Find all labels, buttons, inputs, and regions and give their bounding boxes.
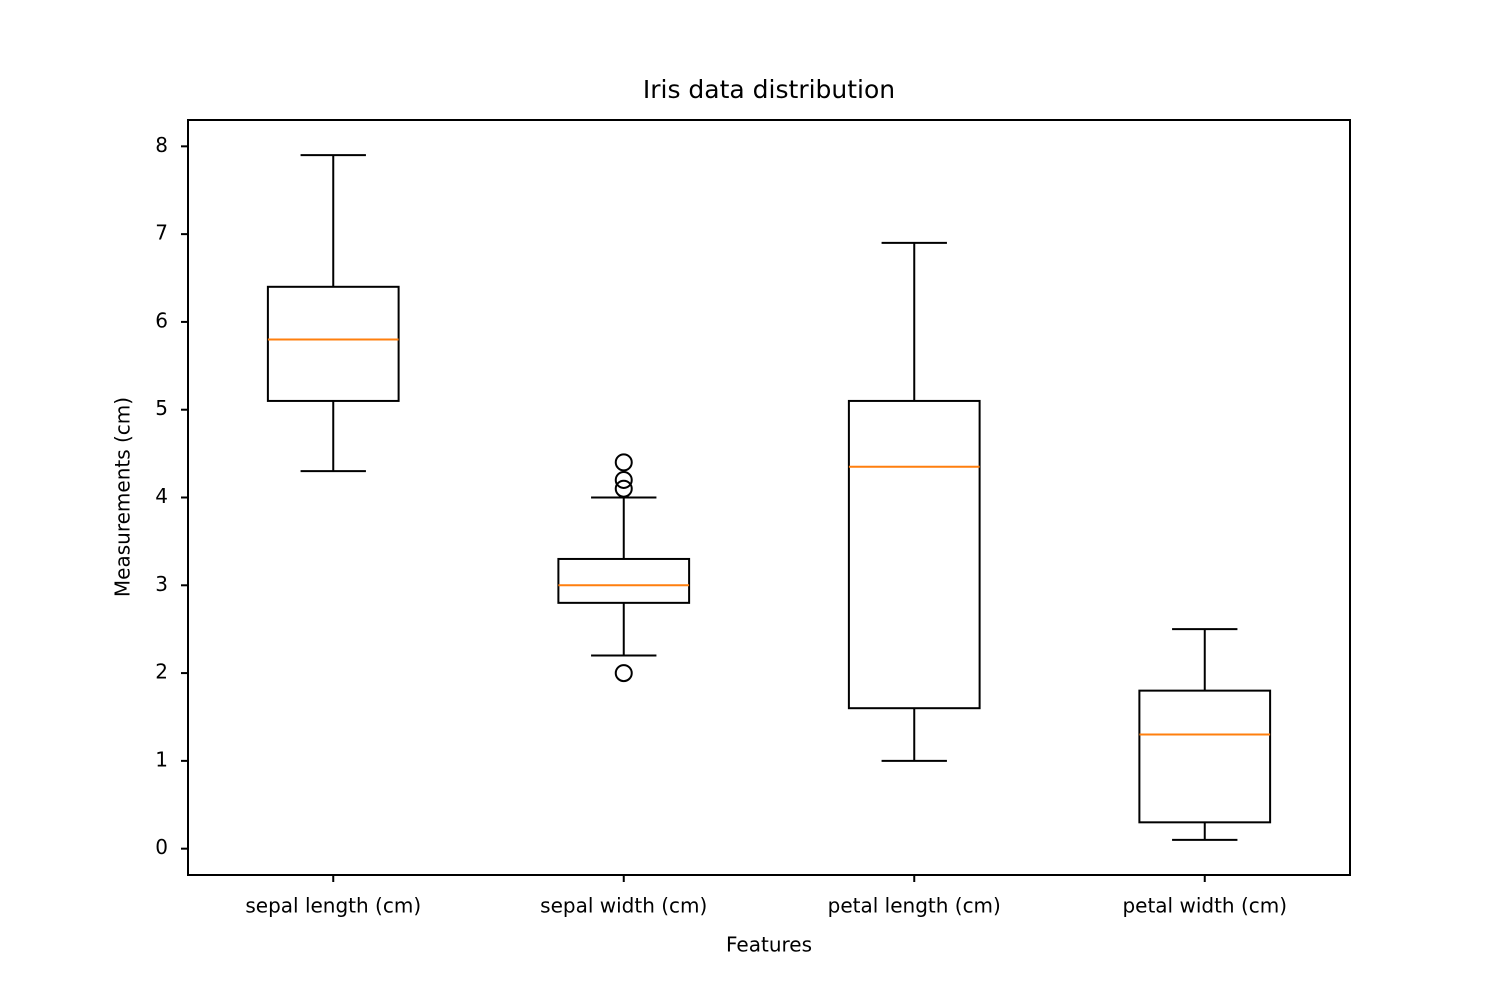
- flier: [614, 470, 633, 489]
- flier: [614, 664, 633, 683]
- y-tick-label: 3: [155, 572, 168, 596]
- flier: [614, 453, 633, 472]
- y-tick-label: 2: [155, 660, 168, 684]
- box: [847, 399, 981, 710]
- box: [266, 285, 400, 402]
- x-tick-label: petal width (cm): [1122, 894, 1287, 918]
- y-tick-label: 8: [155, 133, 168, 157]
- x-tick-label: sepal length (cm): [245, 894, 421, 918]
- y-tick-label: 1: [155, 747, 168, 771]
- y-tick-label: 6: [155, 308, 168, 332]
- y-tick-label: 4: [155, 484, 168, 508]
- x-tick-label: sepal width (cm): [540, 894, 707, 918]
- box: [1138, 689, 1272, 824]
- x-axis-label: Features: [726, 933, 812, 957]
- box: [557, 557, 691, 604]
- y-tick-label: 7: [155, 221, 168, 245]
- chart-title: Iris data distribution: [643, 75, 895, 104]
- x-tick-label: petal length (cm): [828, 894, 1001, 918]
- y-tick-label: 5: [155, 396, 168, 420]
- y-tick-label: 0: [155, 835, 168, 859]
- y-axis-label: Measurements (cm): [111, 397, 135, 597]
- flier: [614, 479, 633, 498]
- plot-frame: [187, 119, 1351, 876]
